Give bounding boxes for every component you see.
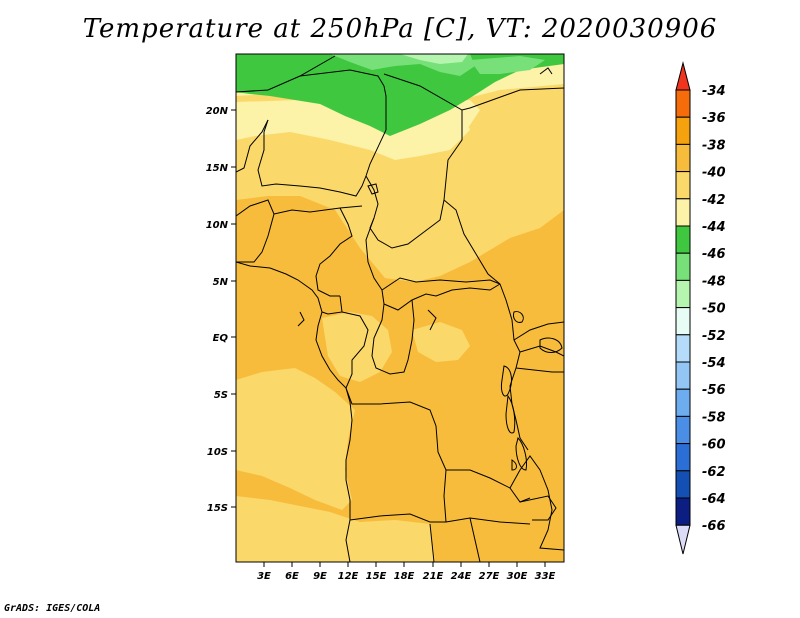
colorbar-label: -64 xyxy=(702,492,726,507)
colorbar-label: -36 xyxy=(702,111,726,126)
colorbar-bin-15 xyxy=(675,470,691,499)
lat-label-5n: 5N xyxy=(213,277,229,288)
colorbar-label: -52 xyxy=(702,329,726,344)
colorbar-label: -50 xyxy=(702,302,726,317)
colorbar-label: -40 xyxy=(702,166,726,181)
lat-label-eq: EQ xyxy=(213,333,229,344)
colorbar-top-arrow xyxy=(675,61,691,91)
colorbar-label: -60 xyxy=(702,438,726,453)
lat-label-15n: 15N xyxy=(206,163,229,174)
colorbar-bin-11 xyxy=(675,361,691,390)
field-minus48-green xyxy=(400,54,468,64)
colorbar-label: -44 xyxy=(702,220,726,235)
lon-label-21e: 21E xyxy=(423,571,444,582)
lon-label-24e: 24E xyxy=(451,571,472,582)
colorbar-label: -58 xyxy=(702,410,726,425)
longitude-axis: 3E 6E 9E 12E 15E 18E 21E 24E 27E 30E 33E xyxy=(257,562,556,582)
colorbar-label: -34 xyxy=(702,84,726,99)
colorbar-bin-6 xyxy=(675,225,691,254)
lat-label-10s: 10S xyxy=(207,447,228,458)
colorbar-bin-2 xyxy=(675,116,691,145)
colorbar-bin-10 xyxy=(675,334,691,363)
lat-label-10n: 10N xyxy=(206,220,229,231)
country-borders xyxy=(236,55,564,562)
colorbar xyxy=(675,61,691,555)
colorbar-label: -48 xyxy=(702,274,726,289)
lon-label-33e: 33E xyxy=(535,571,556,582)
colorbar-bin-8 xyxy=(675,279,691,309)
lat-label-20n: 20N xyxy=(206,106,229,117)
colorbar-bin-5 xyxy=(675,198,691,227)
colorbar-label: -56 xyxy=(702,383,726,398)
colorbar-bin-14 xyxy=(675,443,691,472)
lon-label-3e: 3E xyxy=(257,571,271,582)
colorbar-label: -38 xyxy=(702,138,726,153)
colorbar-label: -42 xyxy=(702,193,726,208)
colorbar-bin-1 xyxy=(675,89,691,118)
lat-label-5s: 5S xyxy=(214,390,228,401)
colorbar-bottom-arrow xyxy=(675,524,691,555)
map-frame xyxy=(235,53,565,563)
lon-label-12e: 12E xyxy=(338,571,359,582)
latitude-axis: 20N 15N 10N 5N EQ 5S 10S 15S xyxy=(206,106,236,514)
colorbar-bin-13 xyxy=(675,415,691,445)
colorbar-bin-3 xyxy=(675,143,691,173)
lon-label-9e: 9E xyxy=(313,571,327,582)
map-title: Temperature at 250hPa [C], VT: 202003090… xyxy=(82,14,718,44)
colorbar-label: -46 xyxy=(702,247,726,262)
colorbar-bin-7 xyxy=(675,252,691,281)
colorbar-label: -62 xyxy=(702,465,726,480)
colorbar-labels: -34 -36 -38 -40 -42 -44 -46 -48 -50 -52 … xyxy=(702,84,726,534)
lon-label-6e: 6E xyxy=(285,571,299,582)
colorbar-bin-16 xyxy=(675,497,691,526)
field-minus46-green xyxy=(330,54,545,76)
colorbar-bin-12 xyxy=(675,388,691,417)
field-minus40-south xyxy=(236,496,435,562)
colorbar-bin-4 xyxy=(675,171,691,200)
colorbar-bin-9 xyxy=(675,307,691,336)
lon-label-30e: 30E xyxy=(507,571,528,582)
lat-label-15s: 15S xyxy=(207,503,228,514)
field-minus44-green xyxy=(236,54,564,136)
lon-label-15e: 15E xyxy=(366,571,387,582)
lon-label-27e: 27E xyxy=(479,571,500,582)
field-minus40-center-east xyxy=(412,322,470,362)
colorbar-label: -54 xyxy=(702,356,726,371)
grads-credit: GrADS: IGES/COLA xyxy=(4,603,101,614)
field-minus40-southwest xyxy=(236,368,355,510)
colorbar-label: -66 xyxy=(702,519,726,534)
lon-label-18e: 18E xyxy=(394,571,415,582)
